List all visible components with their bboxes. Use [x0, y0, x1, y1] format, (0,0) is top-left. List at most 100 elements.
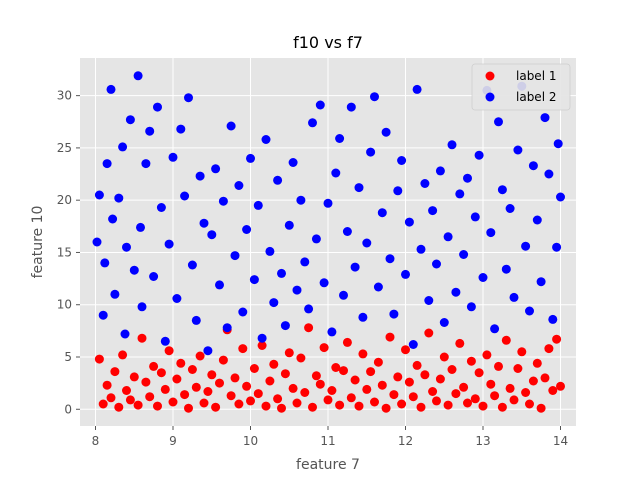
- data-point: [420, 370, 430, 380]
- data-point: [466, 356, 476, 366]
- y-tick-label: 30: [57, 89, 72, 103]
- x-tick-label: 12: [398, 434, 413, 448]
- data-point: [284, 220, 294, 230]
- data-point: [435, 374, 445, 384]
- data-point: [191, 315, 201, 325]
- y-tick-label: 20: [57, 193, 72, 207]
- data-point: [474, 150, 484, 160]
- data-point: [94, 354, 104, 364]
- data-point: [432, 396, 441, 406]
- data-point: [226, 391, 236, 401]
- data-point: [342, 227, 352, 236]
- data-point: [424, 328, 434, 338]
- data-point: [331, 168, 341, 178]
- data-point: [494, 361, 503, 371]
- data-point: [377, 380, 387, 390]
- data-point: [513, 145, 523, 155]
- data-point: [160, 384, 170, 394]
- data-point: [370, 397, 379, 407]
- data-point: [373, 357, 383, 367]
- data-point: [350, 375, 360, 385]
- data-point: [168, 397, 178, 407]
- data-point: [277, 268, 286, 278]
- data-point: [273, 175, 283, 185]
- data-point: [439, 352, 449, 362]
- data-point: [319, 278, 329, 288]
- data-point: [416, 244, 426, 254]
- data-point: [304, 323, 314, 333]
- data-point: [509, 292, 519, 302]
- data-point: [145, 126, 155, 136]
- chart-title: f10 vs f7: [293, 33, 363, 52]
- data-point: [335, 400, 345, 410]
- data-point: [249, 275, 259, 285]
- data-point: [428, 387, 438, 396]
- data-point: [389, 390, 399, 400]
- data-point: [164, 239, 174, 249]
- legend-label-1: label 1: [516, 69, 556, 83]
- data-point: [125, 395, 135, 405]
- y-tick-label: 0: [64, 402, 72, 416]
- data-point: [358, 312, 368, 322]
- data-point: [253, 200, 263, 210]
- data-point: [501, 264, 511, 274]
- data-point: [315, 379, 325, 389]
- data-point: [362, 384, 372, 394]
- data-point: [556, 192, 565, 202]
- data-point: [265, 376, 275, 386]
- data-point: [536, 403, 546, 413]
- data-point: [296, 353, 306, 363]
- data-point: [149, 272, 159, 281]
- data-point: [172, 294, 182, 303]
- data-point: [215, 280, 224, 290]
- y-axis-label: feature 10: [30, 206, 46, 279]
- data-point: [346, 102, 356, 112]
- data-point: [129, 265, 139, 275]
- data-point: [153, 401, 162, 411]
- data-point: [404, 377, 414, 387]
- data-point: [385, 332, 395, 342]
- data-point: [544, 169, 554, 179]
- data-point: [242, 225, 252, 234]
- data-point: [168, 152, 178, 162]
- data-point: [180, 390, 190, 400]
- data-point: [459, 382, 469, 392]
- data-point: [218, 196, 228, 206]
- data-point: [114, 402, 124, 412]
- data-point: [153, 102, 162, 112]
- data-point: [548, 386, 558, 395]
- data-point: [536, 277, 546, 287]
- data-point: [136, 222, 145, 232]
- x-tick-label: 9: [169, 434, 177, 448]
- x-tick-label: 13: [475, 434, 490, 448]
- series-label-2: [92, 71, 565, 356]
- data-point: [556, 381, 565, 391]
- data-point: [552, 242, 562, 252]
- data-point: [339, 290, 348, 300]
- data-point: [160, 336, 170, 346]
- data-point: [490, 391, 500, 401]
- data-point: [265, 246, 275, 256]
- data-point: [277, 403, 286, 413]
- y-tick-label: 25: [57, 141, 72, 155]
- data-point: [102, 380, 112, 390]
- data-point: [528, 161, 538, 171]
- data-point: [517, 347, 527, 357]
- data-point: [176, 124, 186, 134]
- data-point: [455, 189, 465, 199]
- data-point: [366, 147, 376, 157]
- data-point: [292, 285, 302, 295]
- data-point: [331, 363, 341, 372]
- data-point: [432, 259, 441, 269]
- data-point: [242, 381, 252, 391]
- data-point: [207, 370, 217, 380]
- y-axis-ticks: 0 5 10 15 20 25 30: [57, 89, 80, 416]
- data-point: [211, 402, 221, 412]
- data-point: [439, 318, 449, 327]
- data-point: [249, 364, 259, 373]
- data-points: [92, 71, 565, 413]
- data-point: [102, 159, 112, 169]
- data-point: [447, 140, 457, 150]
- data-point: [203, 346, 213, 356]
